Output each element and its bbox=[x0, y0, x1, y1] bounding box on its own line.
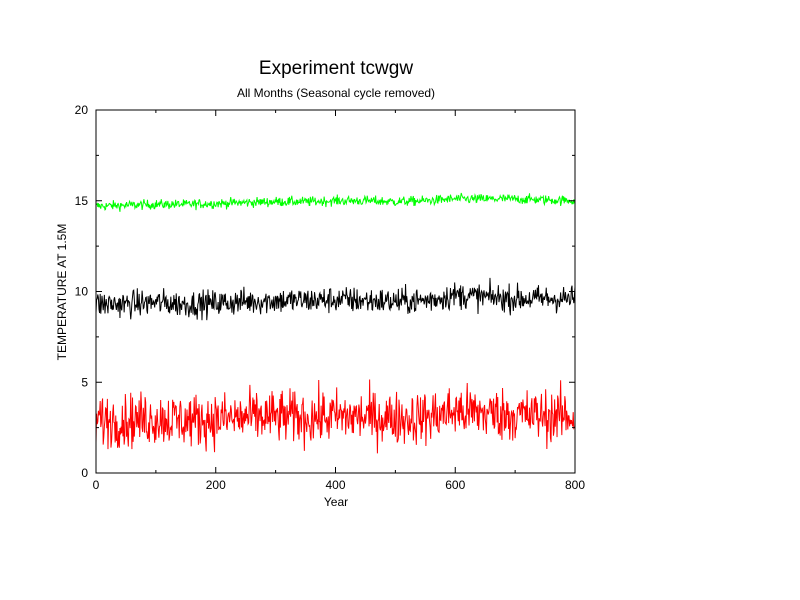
y-tick-label: 10 bbox=[75, 285, 89, 299]
x-tick-label: 0 bbox=[93, 478, 100, 492]
series-layer bbox=[95, 192, 576, 454]
series-line-1 bbox=[95, 277, 576, 321]
x-tick-label: 200 bbox=[206, 478, 226, 492]
y-axis-label: TEMPERATURE AT 1.5M bbox=[55, 224, 69, 361]
plot-frame bbox=[95, 109, 576, 474]
y-tick-label: 15 bbox=[75, 194, 89, 208]
y-tick-label: 5 bbox=[81, 375, 88, 389]
series-line-0 bbox=[95, 192, 576, 212]
x-tick-label: 400 bbox=[325, 478, 345, 492]
ticks-layer: 0 200 400 600 800 0 5 10 15 20 bbox=[75, 103, 586, 492]
chart-subtitle: All Months (Seasonal cycle removed) bbox=[237, 86, 435, 100]
x-axis-label: Year bbox=[324, 495, 348, 509]
series-line-2 bbox=[95, 379, 576, 454]
x-tick-label: 600 bbox=[445, 478, 465, 492]
x-tick-label: 800 bbox=[565, 478, 585, 492]
chart-title: Experiment tcwgw bbox=[259, 58, 413, 79]
y-tick-label: 0 bbox=[81, 466, 88, 480]
y-tick-label: 20 bbox=[75, 103, 89, 117]
